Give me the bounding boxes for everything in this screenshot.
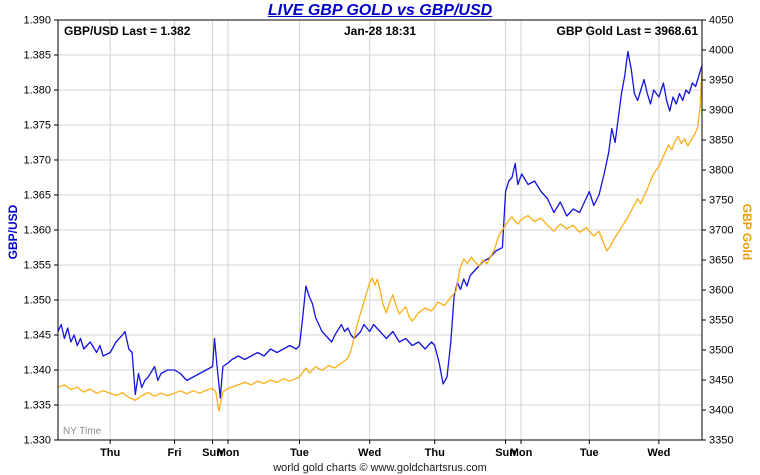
svg-text:1.375: 1.375 — [23, 120, 51, 132]
svg-text:1.330: 1.330 — [23, 435, 51, 447]
datetime-annotation: Jan-28 18:31 — [343, 24, 417, 38]
timezone-note: NY Time — [63, 426, 102, 437]
svg-text:3600: 3600 — [709, 285, 733, 297]
right-axis-ticks: 4050 4000 3950 3900 3850 3800 3750 3700 3650 3600… — [702, 15, 733, 447]
footer-credit: world gold charts © www.goldchartsrus.co… — [273, 462, 487, 474]
svg-text:Mon: Mon — [217, 447, 240, 459]
svg-text:4050: 4050 — [709, 15, 733, 27]
svg-text:1.365: 1.365 — [23, 190, 51, 202]
svg-text:3650: 3650 — [709, 255, 733, 267]
svg-text:3900: 3900 — [709, 105, 733, 117]
chart-title: LIVE GBP GOLD vs GBP/USD — [267, 2, 493, 19]
right-axis-title: GBP Gold — [740, 203, 754, 261]
svg-text:1.360: 1.360 — [23, 225, 51, 237]
gbpusd-last-annotation: GBP/USD Last = 1.382 — [64, 24, 191, 38]
svg-text:3850: 3850 — [709, 135, 733, 147]
svg-text:1.380: 1.380 — [23, 85, 51, 97]
svg-text:3950: 3950 — [709, 75, 733, 87]
svg-text:Sun: Sun — [495, 447, 516, 459]
svg-text:1.355: 1.355 — [23, 260, 51, 272]
svg-text:Tue: Tue — [290, 447, 309, 459]
svg-text:3350: 3350 — [709, 435, 733, 447]
left-axis-title: GBP/USD — [6, 204, 20, 260]
series-lines — [57, 50, 703, 412]
svg-text:Thu: Thu — [100, 447, 120, 459]
svg-text:Fri: Fri — [168, 447, 182, 459]
svg-text:1.335: 1.335 — [23, 400, 51, 412]
svg-text:1.350: 1.350 — [23, 295, 51, 307]
gbp-gold-series-line — [57, 68, 703, 412]
svg-text:Wed: Wed — [358, 447, 381, 459]
left-axis-ticks: 1.390 1.385 1.380 1.375 1.370 1.365 1.360 1.355… — [23, 15, 58, 447]
svg-text:1.390: 1.390 — [23, 15, 51, 27]
svg-text:3400: 3400 — [709, 405, 733, 417]
gridlines — [58, 20, 702, 440]
svg-text:1.370: 1.370 — [23, 155, 51, 167]
svg-text:Tue: Tue — [580, 447, 599, 459]
svg-text:3550: 3550 — [709, 315, 733, 327]
svg-text:3500: 3500 — [709, 345, 733, 357]
svg-text:Sun: Sun — [202, 447, 223, 459]
svg-text:3800: 3800 — [709, 165, 733, 177]
gbp-usd-series-line — [57, 50, 703, 399]
svg-text:3450: 3450 — [709, 375, 733, 387]
svg-text:1.345: 1.345 — [23, 330, 51, 342]
svg-text:3700: 3700 — [709, 225, 733, 237]
svg-text:Mon: Mon — [510, 447, 533, 459]
svg-text:Thu: Thu — [425, 447, 445, 459]
svg-text:1.385: 1.385 — [23, 50, 51, 62]
gold-last-annotation: GBP Gold Last = 3968.61 — [556, 24, 698, 38]
svg-text:Wed: Wed — [647, 447, 670, 459]
svg-text:3750: 3750 — [709, 195, 733, 207]
svg-text:1.340: 1.340 — [23, 365, 51, 377]
svg-text:4000: 4000 — [709, 45, 733, 57]
